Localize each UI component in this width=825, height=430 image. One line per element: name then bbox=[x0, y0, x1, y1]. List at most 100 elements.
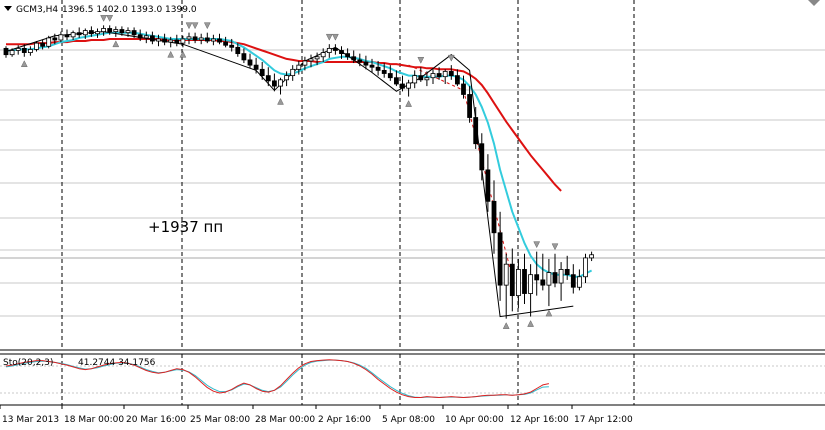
bull-candle-body bbox=[168, 39, 174, 43]
bear-candle-body bbox=[229, 44, 235, 48]
candle bbox=[320, 48, 326, 62]
bull-candle-body bbox=[58, 34, 64, 41]
bull-candle-body bbox=[314, 56, 320, 60]
bear-candle-body bbox=[40, 42, 45, 47]
bear-candle-body bbox=[259, 68, 265, 77]
bear-candle-body bbox=[485, 169, 491, 202]
x-tick-label: 2 Apr 16:00 bbox=[318, 415, 371, 425]
candle bbox=[430, 69, 436, 84]
bull-candle-body bbox=[589, 254, 594, 259]
bear-candle-body bbox=[204, 37, 210, 42]
bull-candle-body bbox=[198, 37, 204, 41]
bull-candle-body bbox=[180, 38, 186, 44]
fractal-down-marker bbox=[167, 50, 175, 58]
candle bbox=[137, 29, 143, 42]
bull-candle-body bbox=[516, 269, 521, 297]
bear-candle-body bbox=[217, 38, 222, 43]
candle bbox=[345, 48, 351, 60]
candle bbox=[186, 32, 192, 45]
bear-candle-body bbox=[21, 47, 27, 53]
candle bbox=[241, 48, 247, 64]
candle bbox=[76, 27, 82, 38]
bear-candle-body bbox=[534, 274, 540, 281]
bear-candle-body bbox=[235, 46, 241, 55]
chart-shift-marker-icon[interactable] bbox=[808, 0, 820, 6]
bull-candle-body bbox=[143, 35, 149, 39]
bull-candle-body bbox=[70, 32, 76, 38]
bear-candle-body bbox=[357, 59, 363, 63]
bear-candle-body bbox=[479, 143, 485, 171]
bull-candle-body bbox=[210, 38, 216, 42]
candle bbox=[229, 38, 235, 52]
candle bbox=[589, 251, 594, 262]
bear-candle-body bbox=[149, 35, 155, 42]
candle bbox=[210, 34, 216, 46]
header-ohlc: 1396.5 1402.0 1393.0 1399.0 bbox=[62, 5, 197, 15]
fractal-down-marker bbox=[405, 100, 413, 107]
bear-candle-body bbox=[332, 47, 338, 51]
ema-slow-line bbox=[6, 38, 562, 192]
bear-candle-body bbox=[119, 29, 125, 34]
fractal-down-marker bbox=[20, 60, 28, 68]
fractal-up-marker bbox=[551, 243, 559, 251]
candle bbox=[131, 27, 137, 38]
candle bbox=[9, 48, 15, 57]
fractal-up-marker bbox=[191, 22, 199, 30]
bear-candle-body bbox=[174, 39, 180, 44]
bull-candle-body bbox=[284, 75, 290, 81]
bear-candle-body bbox=[473, 117, 479, 145]
bull-candle-body bbox=[156, 38, 161, 42]
x-tick-label: 10 Apr 00:00 bbox=[445, 415, 504, 425]
bear-candle-body bbox=[223, 41, 229, 46]
candle bbox=[198, 33, 204, 45]
candle bbox=[290, 65, 296, 81]
stochastic-main-line bbox=[5, 359, 550, 398]
x-tick-label: 20 Mar 16:00 bbox=[126, 415, 186, 425]
candle bbox=[95, 28, 100, 38]
candle bbox=[21, 44, 27, 57]
candle bbox=[204, 32, 210, 44]
candle bbox=[143, 31, 149, 44]
fractal-down-marker bbox=[112, 40, 120, 48]
bull-candle-body bbox=[412, 75, 418, 84]
bear-candle-body bbox=[375, 66, 381, 71]
fractal-down-marker bbox=[277, 97, 284, 105]
bear-candle-body bbox=[162, 38, 168, 43]
candle bbox=[174, 34, 180, 47]
bear-candle-body bbox=[570, 274, 576, 288]
candle bbox=[473, 107, 479, 149]
candle bbox=[479, 133, 485, 181]
candle bbox=[363, 55, 369, 70]
bear-candle-body bbox=[509, 263, 515, 297]
bear-candle-body bbox=[89, 30, 94, 35]
candle bbox=[278, 77, 283, 95]
separators-layer bbox=[0, 0, 825, 406]
bull-candle-body bbox=[9, 50, 15, 56]
candle bbox=[461, 75, 466, 99]
candle bbox=[296, 60, 302, 75]
bear-candle-body bbox=[64, 34, 70, 38]
bull-candle-body bbox=[101, 28, 106, 33]
bull-candle-body bbox=[46, 37, 52, 47]
candle bbox=[149, 31, 155, 45]
candle bbox=[552, 253, 558, 288]
bear-candle-body bbox=[387, 73, 393, 79]
bear-candle-body bbox=[271, 80, 277, 87]
fractal-down-marker bbox=[179, 50, 187, 58]
candle bbox=[503, 253, 509, 319]
x-tick-label: 12 Apr 16:00 bbox=[510, 415, 569, 425]
symbol-dropdown-icon[interactable] bbox=[4, 6, 12, 11]
candle bbox=[412, 70, 418, 89]
bear-candle-body bbox=[253, 64, 259, 70]
candle bbox=[522, 253, 527, 304]
candle bbox=[314, 52, 320, 66]
candle bbox=[564, 255, 570, 280]
x-tick-label: 28 Mar 00:00 bbox=[255, 415, 315, 425]
fractals-layer bbox=[20, 15, 559, 329]
candle bbox=[491, 180, 497, 254]
profit-annotation: +1937 пп bbox=[148, 218, 223, 236]
candle bbox=[253, 57, 259, 74]
bear-candle-body bbox=[467, 94, 473, 118]
